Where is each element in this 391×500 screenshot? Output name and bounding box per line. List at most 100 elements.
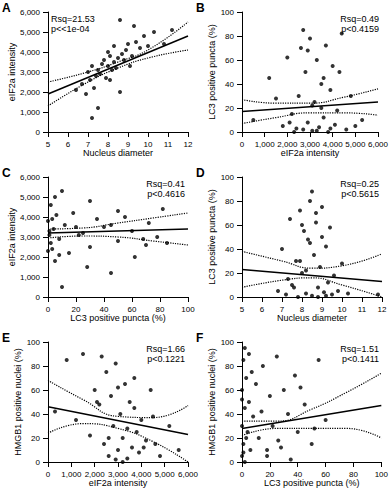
svg-text:60: 60 (225, 386, 234, 395)
svg-text:3,000: 3,000 (20, 68, 41, 77)
svg-text:0: 0 (230, 128, 235, 137)
svg-text:40: 40 (225, 80, 234, 89)
svg-text:80: 80 (225, 362, 234, 371)
svg-text:9: 9 (126, 140, 131, 149)
svg-text:2,000: 2,000 (277, 140, 298, 149)
svg-text:p<0.4159: p<0.4159 (341, 24, 379, 34)
svg-text:7: 7 (280, 305, 285, 314)
svg-text:C: C (2, 166, 11, 180)
svg-text:2,000: 2,000 (20, 88, 41, 97)
svg-text:6,000: 6,000 (20, 8, 41, 17)
svg-text:A: A (2, 1, 11, 15)
svg-text:0: 0 (230, 458, 235, 467)
svg-text:F: F (196, 331, 203, 345)
svg-text:100: 100 (27, 338, 41, 347)
svg-text:8: 8 (300, 305, 305, 314)
svg-text:6,000: 6,000 (368, 140, 389, 149)
svg-text:eIF2a intensity: eIF2a intensity (7, 42, 17, 101)
svg-text:LC3 positive puncta (%): LC3 positive puncta (%) (264, 478, 360, 488)
svg-text:80: 80 (225, 32, 234, 41)
svg-text:11: 11 (358, 305, 367, 314)
svg-text:0: 0 (46, 470, 51, 479)
svg-text:8: 8 (106, 140, 111, 149)
svg-text:80: 80 (349, 470, 358, 479)
svg-text:HMGB1 positive nuclei (%): HMGB1 positive nuclei (%) (13, 348, 23, 456)
svg-text:10: 10 (144, 140, 153, 149)
svg-text:Rsq=0.41: Rsq=0.41 (146, 179, 185, 189)
svg-text:20: 20 (72, 305, 81, 314)
svg-text:4,000: 4,000 (323, 140, 344, 149)
svg-text:0: 0 (230, 293, 235, 302)
svg-text:3,000: 3,000 (20, 233, 41, 242)
svg-text:100: 100 (221, 8, 235, 17)
svg-text:60: 60 (225, 221, 234, 230)
svg-text:p<<1e-04: p<<1e-04 (51, 24, 90, 34)
svg-text:60: 60 (31, 386, 40, 395)
svg-text:1,000: 1,000 (61, 470, 82, 479)
svg-text:Nucleus diameter: Nucleus diameter (83, 148, 153, 158)
svg-text:1,000: 1,000 (255, 140, 276, 149)
svg-text:3,000: 3,000 (108, 470, 129, 479)
svg-text:12: 12 (184, 140, 193, 149)
svg-text:6,000: 6,000 (20, 173, 41, 182)
svg-text:4,000: 4,000 (131, 470, 152, 479)
svg-text:0: 0 (240, 470, 245, 479)
svg-text:0: 0 (36, 458, 41, 467)
svg-text:10: 10 (338, 305, 347, 314)
svg-text:0: 0 (240, 140, 245, 149)
svg-text:6: 6 (66, 140, 71, 149)
svg-text:Rsq=1.66: Rsq=1.66 (146, 344, 185, 354)
svg-text:60: 60 (225, 56, 234, 65)
svg-text:p<0.4616: p<0.4616 (147, 189, 185, 199)
svg-text:80: 80 (225, 197, 234, 206)
svg-text:7: 7 (86, 140, 91, 149)
svg-text:5,000: 5,000 (155, 470, 176, 479)
svg-text:eIF2a intensity: eIF2a intensity (7, 207, 17, 266)
svg-text:Nucleus diameter: Nucleus diameter (277, 313, 347, 323)
svg-text:eIF2a intensity: eIF2a intensity (89, 478, 148, 488)
svg-text:2,000: 2,000 (85, 470, 106, 479)
svg-text:100: 100 (375, 470, 389, 479)
svg-text:eIF2a intensity: eIF2a intensity (281, 148, 340, 158)
svg-text:Rsq=0.49: Rsq=0.49 (340, 14, 379, 24)
svg-text:LC3 positive puncta (%): LC3 positive puncta (%) (70, 313, 166, 323)
svg-text:D: D (196, 166, 205, 180)
svg-text:0: 0 (46, 305, 51, 314)
svg-text:100: 100 (221, 338, 235, 347)
svg-text:Rsq=21.53: Rsq=21.53 (51, 14, 95, 24)
svg-text:HMGB1 positive nuclei (%): HMGB1 positive nuclei (%) (207, 348, 217, 456)
svg-text:5,000: 5,000 (20, 193, 41, 202)
svg-text:5,000: 5,000 (20, 28, 41, 37)
svg-text:40: 40 (293, 470, 302, 479)
svg-text:80: 80 (31, 362, 40, 371)
svg-text:40: 40 (100, 305, 109, 314)
svg-text:60: 60 (128, 305, 137, 314)
svg-text:3,000: 3,000 (300, 140, 321, 149)
svg-text:5: 5 (46, 140, 51, 149)
svg-text:LC3 positive puncta (%): LC3 positive puncta (%) (207, 189, 217, 285)
svg-text:p<0.1221: p<0.1221 (147, 354, 185, 364)
svg-text:1,000: 1,000 (20, 108, 41, 117)
svg-text:20: 20 (225, 104, 234, 113)
svg-text:40: 40 (225, 410, 234, 419)
svg-text:12: 12 (378, 305, 387, 314)
svg-text:p<0.5615: p<0.5615 (341, 189, 379, 199)
svg-text:LC3 positive puncta (%): LC3 positive puncta (%) (207, 24, 217, 120)
svg-text:40: 40 (225, 245, 234, 254)
svg-text:100: 100 (221, 173, 235, 182)
svg-text:80: 80 (156, 305, 165, 314)
svg-text:0: 0 (36, 293, 41, 302)
svg-text:9: 9 (320, 305, 325, 314)
svg-text:20: 20 (225, 434, 234, 443)
svg-text:E: E (2, 331, 10, 345)
svg-text:5,000: 5,000 (345, 140, 366, 149)
svg-text:20: 20 (265, 470, 274, 479)
svg-text:20: 20 (31, 434, 40, 443)
svg-text:4,000: 4,000 (20, 48, 41, 57)
svg-text:2,000: 2,000 (20, 253, 41, 262)
svg-text:1,000: 1,000 (20, 273, 41, 282)
svg-text:6,000: 6,000 (178, 470, 199, 479)
svg-text:Rsq=0.25: Rsq=0.25 (340, 179, 379, 189)
svg-text:B: B (196, 1, 205, 15)
svg-text:6: 6 (260, 305, 265, 314)
